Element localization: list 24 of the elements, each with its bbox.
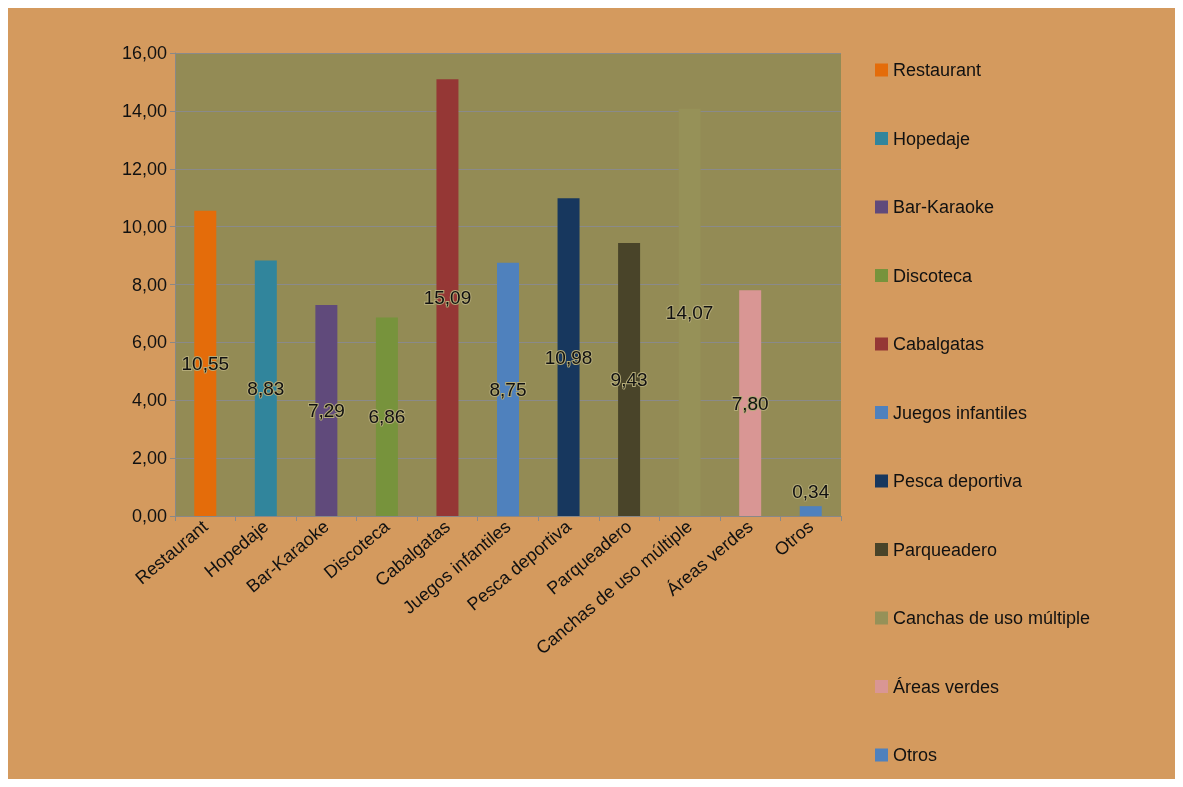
y-tick-label: 2,00 bbox=[131, 448, 167, 469]
data-label: 10,55 bbox=[181, 352, 230, 374]
data-label: 6,86 bbox=[368, 406, 406, 428]
legend-label: Restaurant bbox=[893, 60, 982, 80]
data-label: 0,34 bbox=[792, 481, 830, 503]
legend-label: Discoteca bbox=[893, 265, 974, 286]
y-tick-label: 6,00 bbox=[131, 332, 167, 353]
legend-label: Hopedaje bbox=[893, 128, 971, 149]
legend-label: Pesca deportiva bbox=[893, 471, 1024, 491]
y-tick-label: 8,00 bbox=[131, 274, 167, 295]
y-tick-label: 12,00 bbox=[121, 158, 167, 179]
y-tick-label: 4,00 bbox=[131, 390, 167, 411]
y-tick-label: 16,00 bbox=[121, 43, 167, 63]
legend-label: Bar-Karaoke bbox=[893, 197, 995, 217]
legend-label: Cabalgatas bbox=[893, 334, 985, 354]
legend-label: Otros bbox=[893, 745, 938, 765]
legend-label: Canchas de uso múltiple bbox=[893, 608, 1091, 628]
legend-label: Juegos infantiles bbox=[893, 402, 1028, 423]
data-label: 15,09 bbox=[423, 287, 472, 309]
y-tick-label: 14,00 bbox=[121, 100, 167, 121]
y-tick-label: 10,00 bbox=[121, 216, 167, 237]
data-label: 14,07 bbox=[665, 301, 714, 323]
data-label: 7,80 bbox=[731, 392, 769, 414]
legend-label: Áreas verdes bbox=[893, 676, 1000, 697]
